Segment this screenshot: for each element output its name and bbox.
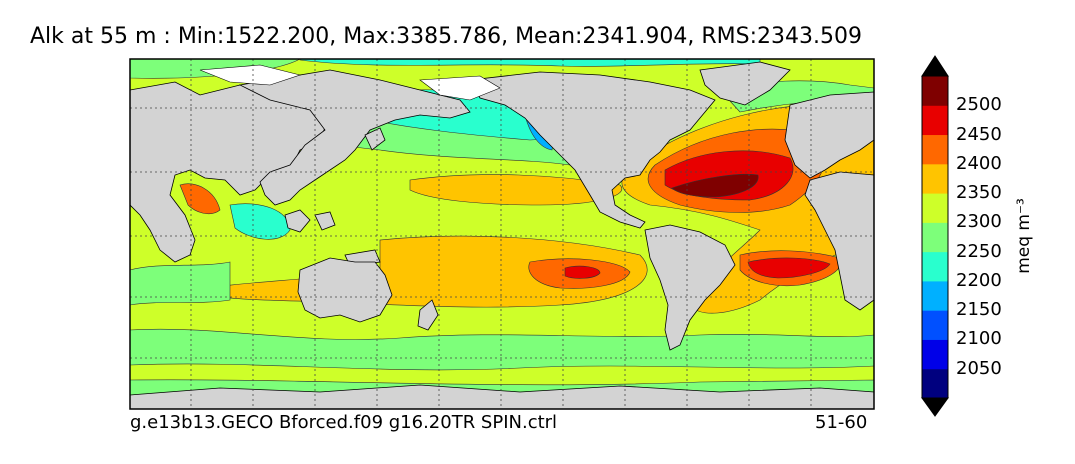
grid (130, 59, 874, 409)
colorbar-swatch (922, 105, 948, 136)
atlantic-2500 (671, 173, 759, 198)
sea-ice (199, 64, 302, 86)
colorbar-tick-label: 2400 (956, 152, 1002, 174)
colorbar-swatch (922, 134, 948, 165)
colorbar-tick-label: 2350 (956, 182, 1002, 204)
colorbar-swatch (922, 368, 948, 399)
case-name-label: g.e13b13.GECO Bforced.f09 g16.20TR SPIN.… (130, 412, 558, 433)
sea-ice-2 (419, 75, 501, 101)
red-sea-2400 (179, 183, 221, 215)
colorbar-swatch (922, 76, 948, 106)
colorbar-tick-label: 2300 (956, 211, 1002, 233)
indian-ocean-2250 (130, 261, 231, 306)
colorbar-tick-label: 2250 (956, 240, 1002, 262)
map-title: Alk at 55 m : Min:1522.200, Max:3385.786… (30, 24, 863, 49)
colorbar-swatch (922, 251, 948, 282)
colorbar-frame (921, 75, 949, 399)
colorbar-extend-min (921, 397, 949, 417)
colorbar-tick-label: 2500 (956, 94, 1002, 116)
colorbar-tick-label: 2150 (956, 299, 1002, 321)
colorbar-swatch (922, 339, 948, 370)
colorbar-swatch (922, 163, 948, 194)
colorbar-swatch (922, 280, 948, 311)
south-pacific-2450 (564, 265, 601, 279)
south-atlantic-2450 (747, 257, 831, 279)
land (130, 61, 874, 409)
colorbar-tick-label: 2450 (956, 123, 1002, 145)
map-frame (129, 58, 875, 410)
west-pacific-2200 (229, 203, 291, 240)
colorbar-tick-label: 2100 (956, 328, 1002, 350)
colorbar (921, 55, 949, 417)
arctic-2200 (299, 59, 761, 67)
colorbar-tick-label: 2050 (956, 357, 1002, 379)
map-field (130, 59, 874, 409)
colorbar-swatch (922, 193, 948, 223)
colorbar-extend-max (921, 55, 949, 77)
colorbar-tick-label: 2200 (956, 269, 1002, 291)
colorbar-units-label: meq m⁻³ (1014, 198, 1034, 274)
years-label: 51-60 (815, 412, 868, 433)
colorbar-swatch (922, 310, 948, 340)
colorbar-swatch (922, 222, 948, 253)
